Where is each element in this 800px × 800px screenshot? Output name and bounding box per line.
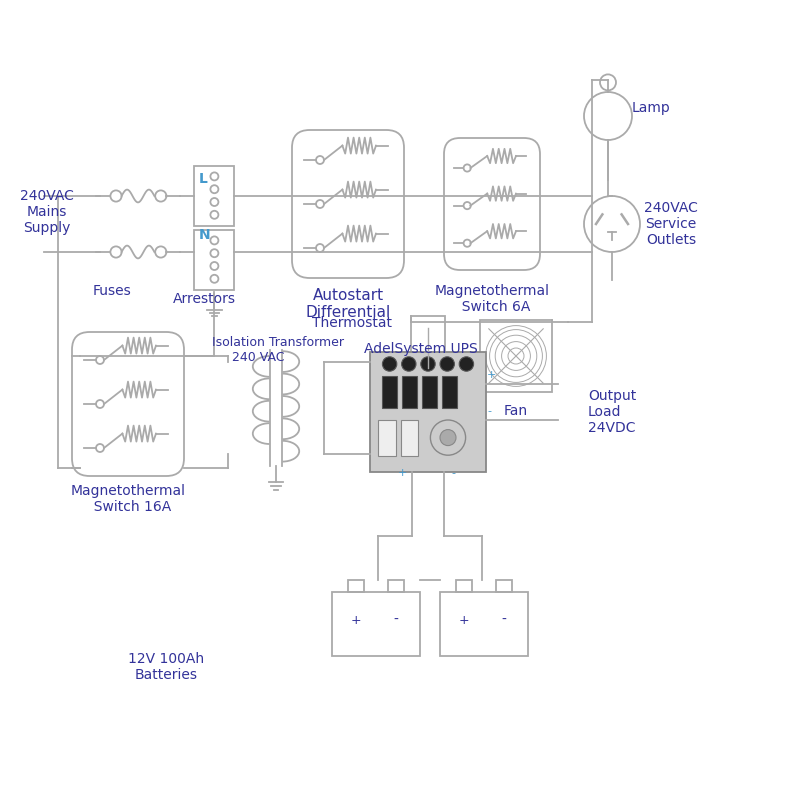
Bar [440, 592, 528, 656]
Text: Fuses: Fuses [93, 284, 131, 298]
Bar [411, 316, 445, 380]
Circle shape [382, 357, 397, 371]
Bar [422, 376, 437, 408]
Text: L: L [198, 172, 207, 186]
Text: Magnetothermal
  Switch 6A: Magnetothermal Switch 6A [434, 284, 550, 314]
Bar [442, 376, 457, 408]
Bar [348, 580, 364, 592]
Text: +: + [487, 370, 497, 380]
Text: N: N [198, 227, 210, 242]
Circle shape [459, 357, 474, 371]
Bar [378, 420, 396, 456]
Text: 240VAC
Service
Outlets: 240VAC Service Outlets [644, 201, 698, 247]
Bar [402, 376, 417, 408]
Text: Lamp: Lamp [632, 101, 670, 115]
Bar [388, 580, 404, 592]
Circle shape [402, 357, 416, 371]
Bar [382, 376, 397, 408]
Circle shape [421, 357, 435, 371]
Text: AdelSystem UPS: AdelSystem UPS [364, 342, 478, 356]
Text: +: + [350, 614, 362, 626]
Text: Isolation Transformer
     240 VAC: Isolation Transformer 240 VAC [212, 336, 344, 364]
Text: +: + [398, 468, 407, 478]
Text: -: - [502, 613, 506, 627]
Text: -: - [394, 613, 398, 627]
Text: Magnetothermal
  Switch 16A: Magnetothermal Switch 16A [70, 484, 186, 514]
Text: Autostart
Differential: Autostart Differential [306, 288, 390, 320]
Circle shape [421, 363, 435, 378]
Text: Output
Load
24VDC: Output Load 24VDC [588, 389, 636, 435]
Text: +: + [458, 614, 470, 626]
Text: Fan: Fan [504, 404, 528, 418]
Bar [480, 320, 552, 392]
Text: 12V 100Ah
Batteries: 12V 100Ah Batteries [128, 652, 204, 682]
Bar [370, 352, 486, 472]
Bar [401, 420, 418, 456]
Bar [496, 580, 512, 592]
Text: -: - [487, 406, 491, 416]
Circle shape [440, 430, 456, 446]
Text: 240VAC
Mains
Supply: 240VAC Mains Supply [20, 189, 74, 235]
Text: Arrestors: Arrestors [173, 292, 235, 306]
Text: -: - [451, 468, 456, 478]
Bar [332, 592, 420, 656]
Bar [194, 166, 234, 226]
Text: Thermostat: Thermostat [312, 316, 392, 330]
Circle shape [440, 357, 454, 371]
Bar [194, 230, 234, 290]
Bar [456, 580, 472, 592]
